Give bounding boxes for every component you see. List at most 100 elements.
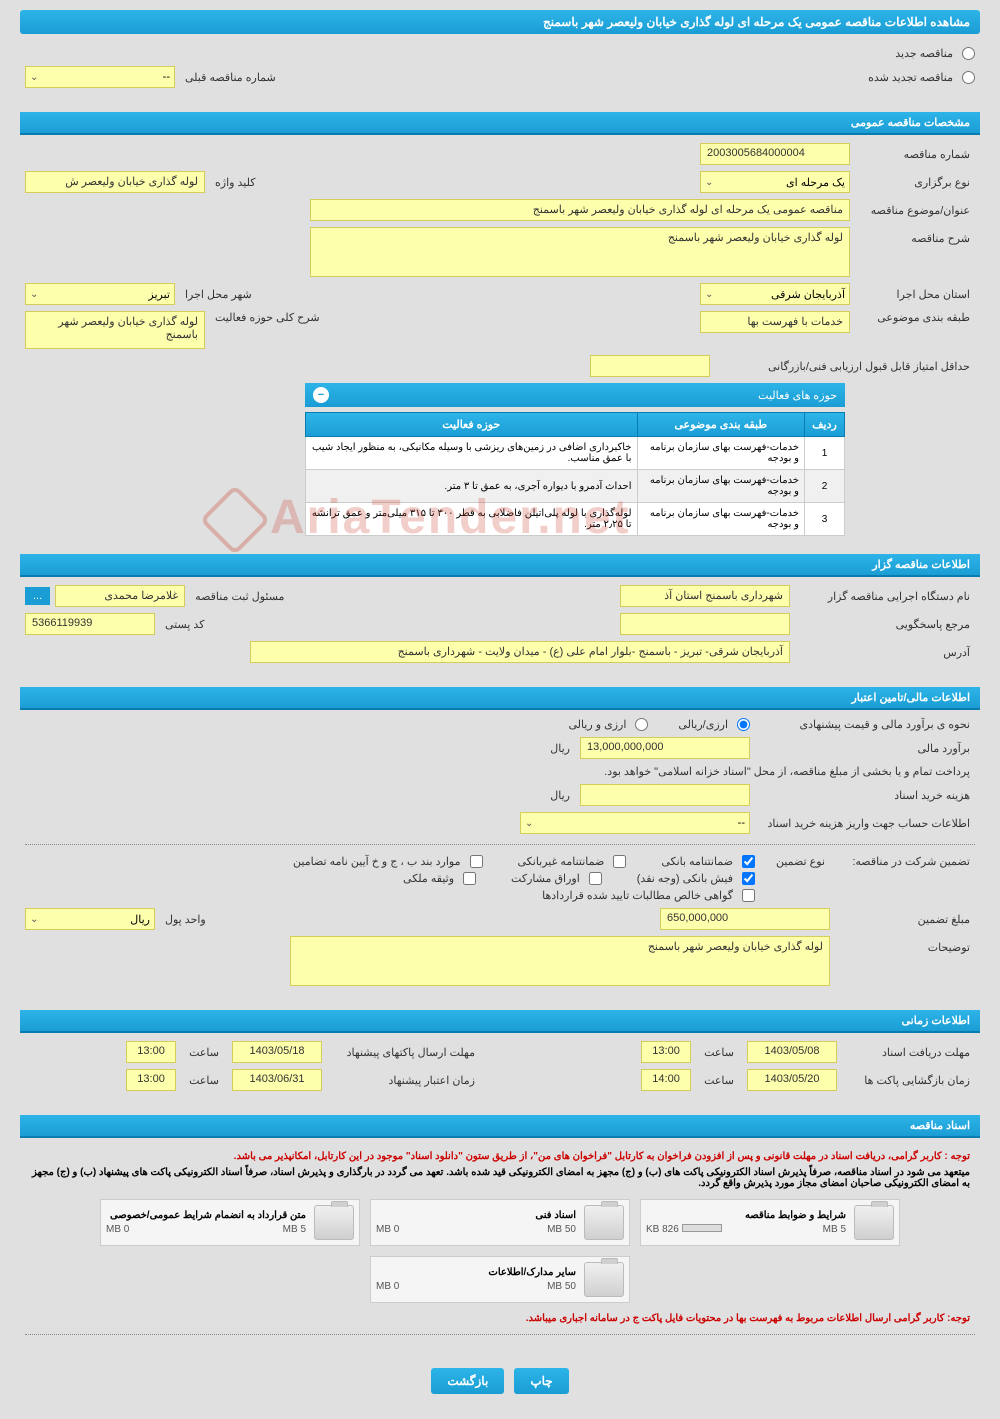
time-label-4: ساعت (184, 1074, 224, 1087)
currency-unit-2: ریال (545, 789, 575, 802)
currency-both-radio[interactable] (635, 718, 648, 731)
col-row-header: ردیف (805, 413, 845, 437)
agency-field: شهرداری باسمنج استان آذ (620, 585, 790, 607)
back-button[interactable]: بازگشت (431, 1368, 504, 1394)
currency-both-label: ارزی و ریالی (563, 718, 631, 731)
address-field: آذربایجان شرقی- تبریز - باسمنج -بلوار ام… (250, 641, 790, 663)
page-title: مشاهده اطلاعات مناقصه عمومی یک مرحله ای … (20, 10, 980, 34)
doc-warning-2: میتعهد می شود در اسناد مناقصه، صرفاً پذی… (30, 1167, 970, 1189)
folder-icon (584, 1205, 624, 1240)
tender-renewed-label: مناقصه تجدید شده (863, 71, 958, 84)
guarantee-receivables-checkbox[interactable] (742, 889, 755, 902)
guarantee-cash-label: فیش بانکی (وجه نقد) (632, 872, 738, 885)
col-activity-header: حوزه فعالیت (306, 413, 638, 437)
guarantee-nonbank-checkbox[interactable] (613, 855, 626, 868)
validity-label: زمان اعتبار پیشنهاد (330, 1074, 480, 1087)
folder-icon (584, 1262, 624, 1297)
description-label: شرح مناقصه (855, 227, 975, 245)
validity-time: 13:00 (126, 1069, 176, 1091)
chevron-down-icon: ⌄ (30, 72, 38, 83)
section-financial: اطلاعات مالی/تامین اعتبار (20, 687, 980, 710)
activity-scope-field: لوله گذاری خیابان ولیعصر شهر باسمنج (25, 311, 205, 349)
opening-time: 14:00 (641, 1069, 691, 1091)
currency-unit-1: ریال (545, 742, 575, 755)
section-timing: اطلاعات زمانی (20, 1010, 980, 1033)
guarantee-property-checkbox[interactable] (463, 872, 476, 885)
table-row: 3خدمات-فهرست بهای سازمان برنامه و بودجهل… (306, 503, 845, 536)
min-score-field (590, 355, 710, 377)
reference-label: مرجع پاسخگویی (795, 618, 975, 631)
document-box[interactable]: اسناد فنی 50 MB0 MB (370, 1199, 630, 1246)
province-select[interactable]: آذربایجان شرقی ⌄ (700, 283, 850, 305)
divider (25, 844, 975, 845)
city-select[interactable]: تبریز ⌄ (25, 283, 175, 305)
validity-date: 1403/06/31 (232, 1069, 322, 1091)
document-box[interactable]: متن قرارداد به انضمام شرایط عمومی/خصوصی … (100, 1199, 360, 1246)
guarantee-type-label: نوع تضمین (760, 855, 830, 868)
classification-field: خدمات با فهرست بها (700, 311, 850, 333)
tender-renewed-radio[interactable] (962, 71, 975, 84)
account-info-select[interactable]: -- ⌄ (520, 812, 750, 834)
description-field: لوله گذاری خیابان ولیعصر شهر باسمنج (310, 227, 850, 277)
notes-label: توضیحات (835, 936, 975, 954)
time-label-1: ساعت (699, 1046, 739, 1059)
guarantee-bank-checkbox[interactable] (742, 855, 755, 868)
treasury-note: پرداخت تمام و یا بخشی از مبلغ مناقصه، از… (599, 765, 975, 778)
guarantee-securities-checkbox[interactable] (589, 872, 602, 885)
currency-rial-label: ارزی/ریالی (673, 718, 733, 731)
receive-deadline-date: 1403/05/08 (747, 1041, 837, 1063)
activity-table: ردیف طبقه بندی موضوعی حوزه فعالیت 1خدمات… (305, 412, 845, 536)
guarantee-items-checkbox[interactable] (470, 855, 483, 868)
keyword-field: لوله گذاری خیابان ولیعصر ش (25, 171, 205, 193)
holding-type-label: نوع برگزاری (855, 176, 975, 189)
keyword-label: کلید واژه (210, 176, 260, 189)
print-button[interactable]: چاپ (514, 1368, 568, 1394)
folder-icon (314, 1205, 354, 1240)
document-box[interactable]: شرایط و ضوابط مناقصه 5 MB 826 KB (640, 1199, 900, 1246)
registrar-field: غلامرضا محمدی (55, 585, 185, 607)
doc-warning-1: توجه : کاربر گرامی، دریافت اسناد در مهلت… (30, 1151, 970, 1162)
reference-field (620, 613, 790, 635)
table-row: 2خدمات-فهرست بهای سازمان برنامه و بودجها… (306, 470, 845, 503)
registrar-label: مسئول ثبت مناقصه (190, 590, 289, 603)
guarantee-amount-field: 650,000,000 (660, 908, 830, 930)
doc-fee-label: هزینه خرید اسناد (755, 789, 975, 802)
prev-number-select[interactable]: -- ⌄ (25, 66, 175, 88)
opening-label: زمان بازگشایی پاکت ها (845, 1074, 975, 1087)
collapse-icon[interactable]: − (313, 387, 329, 403)
section-general: مشخصات مناقصه عمومی (20, 112, 980, 135)
chevron-down-icon: ⌄ (30, 914, 38, 925)
chevron-down-icon: ⌄ (525, 818, 533, 829)
subject-field: مناقصه عمومی یک مرحله ای لوله گذاری خیاب… (310, 199, 850, 221)
estimate-field: 13,000,000,000 (580, 737, 750, 759)
guarantee-property-label: وثیقه ملکی (398, 872, 459, 885)
address-label: آدرس (795, 646, 975, 659)
postal-code-field: 5366119939 (25, 613, 155, 635)
guarantee-cash-checkbox[interactable] (742, 872, 755, 885)
province-label: استان محل اجرا (855, 288, 975, 301)
tender-number-field: 2003005684000004 (700, 143, 850, 165)
agency-label: نام دستگاه اجرایی مناقصه گزار (795, 590, 975, 603)
document-box[interactable]: سایر مدارک/اطلاعات 50 MB0 MB (370, 1256, 630, 1303)
registrar-browse-button[interactable]: ... (25, 587, 50, 605)
city-label: شهر محل اجرا (180, 288, 257, 301)
holding-type-select[interactable]: یک مرحله ای ⌄ (700, 171, 850, 193)
time-label-2: ساعت (699, 1074, 739, 1087)
notes-field: لوله گذاری خیابان ولیعصر شهر باسمنج (290, 936, 830, 986)
prev-number-label: شماره مناقصه قبلی (180, 71, 281, 84)
doc-fee-field (580, 784, 750, 806)
section-organizer: اطلاعات مناقصه گزار (20, 554, 980, 577)
opening-date: 1403/05/20 (747, 1069, 837, 1091)
doc-title: شرایط و ضوابط مناقصه (646, 1210, 846, 1221)
guarantee-securities-label: اوراق مشارکت (506, 872, 585, 885)
postal-code-label: کد پستی (160, 618, 209, 631)
doc-title: سایر مدارک/اطلاعات (376, 1267, 576, 1278)
currency-select[interactable]: ریال ⌄ (25, 908, 155, 930)
subject-label: عنوان/موضوع مناقصه (855, 204, 975, 217)
currency-rial-radio[interactable] (737, 718, 750, 731)
receive-deadline-time: 13:00 (641, 1041, 691, 1063)
estimate-method-label: نحوه ی برآورد مالی و قیمت پیشنهادی (755, 718, 975, 731)
proposal-deadline-label: مهلت ارسال پاکتهای پیشنهاد (330, 1046, 480, 1059)
account-info-label: اطلاعات حساب جهت واریز هزینه خرید اسناد (755, 817, 975, 830)
tender-new-radio[interactable] (962, 47, 975, 60)
